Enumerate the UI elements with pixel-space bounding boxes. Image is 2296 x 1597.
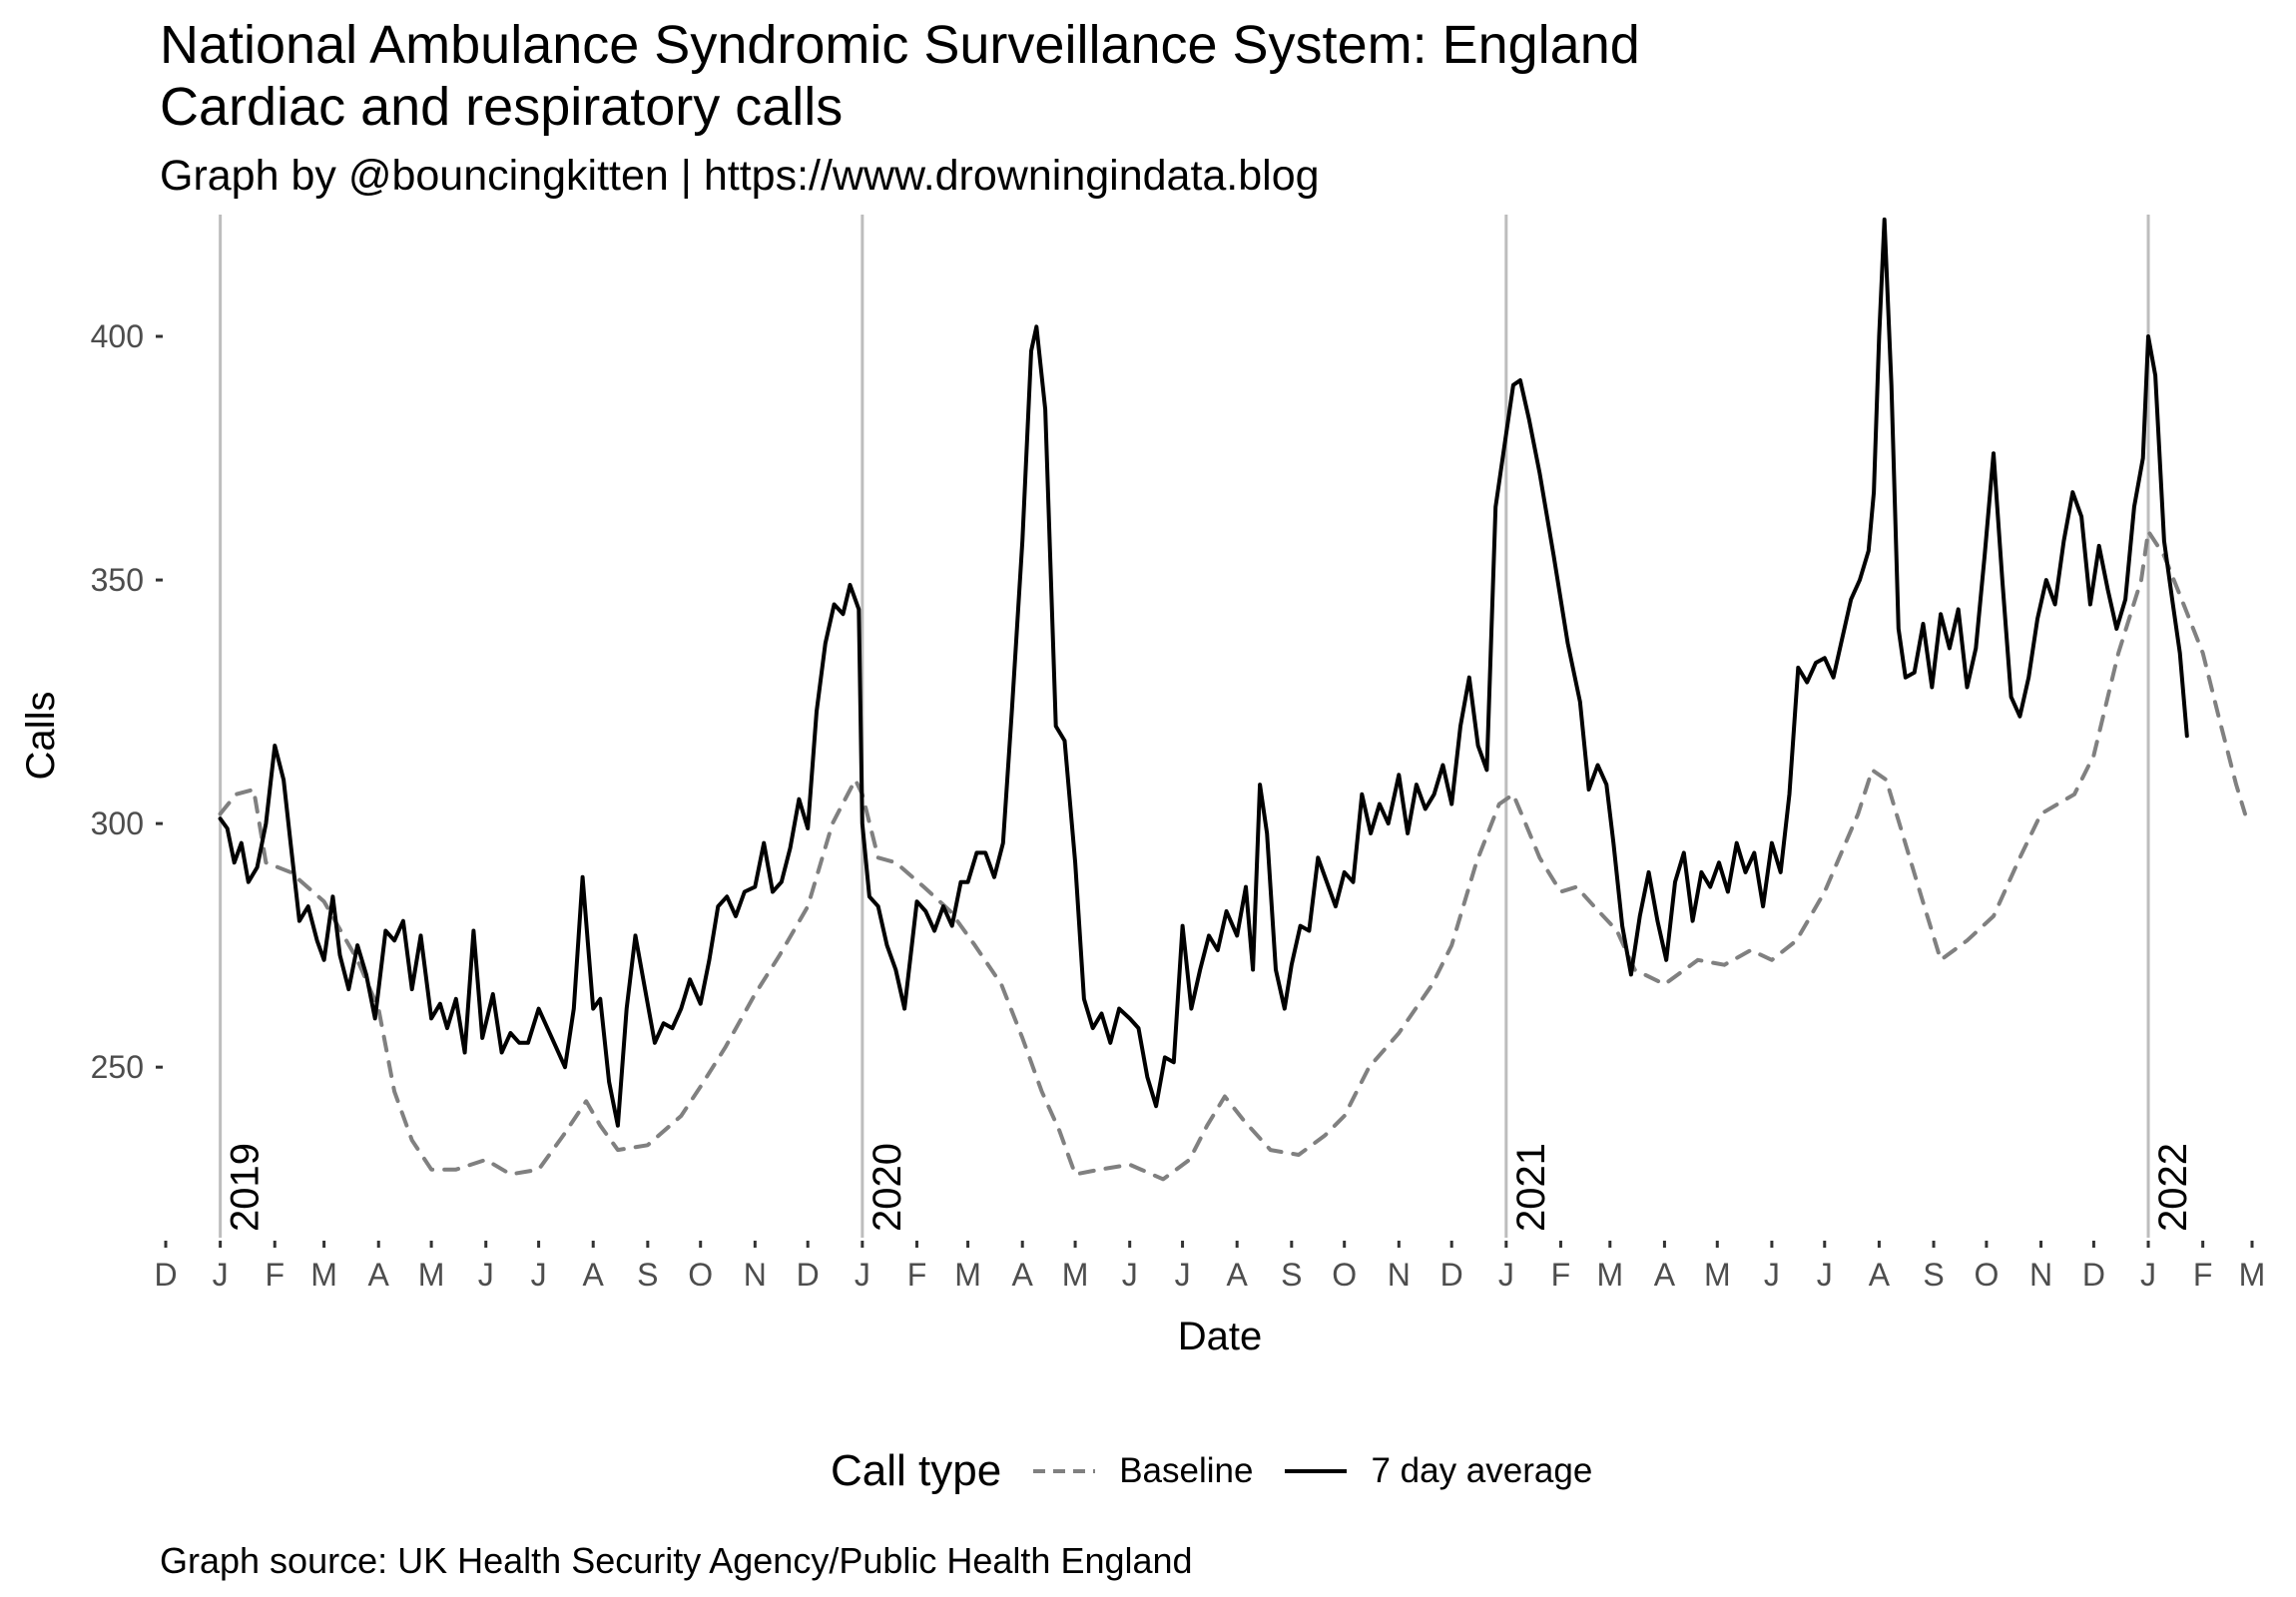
x-tick-label: S (1923, 1257, 1944, 1293)
y-axis-label: Calls (19, 692, 63, 781)
x-tick-label: A (1227, 1257, 1249, 1293)
chart-title-line2: Cardiac and respiratory calls (160, 77, 844, 137)
x-tick-label: M (2239, 1257, 2266, 1293)
legend: Call type Baseline 7 day average (831, 1441, 1622, 1501)
x-tick-label: J (1764, 1257, 1780, 1293)
legend-label-7-day-average: 7 day average (1371, 1451, 1593, 1490)
x-tick-label: J (478, 1257, 494, 1293)
x-tick-label: O (688, 1257, 713, 1293)
x-tick-label: M (418, 1257, 445, 1293)
x-tick-label: O (1974, 1257, 1999, 1293)
legend-item-7-day-average: 7 day average (1283, 1451, 1592, 1491)
x-tick-label: J (1122, 1257, 1138, 1293)
x-tick-label: J (531, 1257, 547, 1293)
x-tick-label: D (1440, 1257, 1463, 1293)
x-tick-label: A (1012, 1257, 1034, 1293)
chart-subtitle: Graph by @bouncingkitten | https://www.d… (160, 152, 1320, 200)
legend-key-dashed-line (1033, 1469, 1096, 1473)
year-label: 2020 (865, 1143, 909, 1232)
chart-caption: Graph source: UK Health Security Agency/… (160, 1540, 1193, 1581)
x-tick-label: N (1388, 1257, 1411, 1293)
series-line-7-day-average (218, 217, 2189, 1128)
x-tick-label: J (855, 1257, 870, 1293)
legend-title: Call type (831, 1446, 1002, 1495)
x-tick-label: O (1332, 1257, 1357, 1293)
year-label: 2021 (1509, 1143, 1553, 1232)
x-tick-label: F (1551, 1257, 1571, 1293)
series-layer (218, 217, 2247, 1182)
y-tick-label: 350 (91, 562, 144, 598)
x-tick-label: A (583, 1257, 605, 1293)
x-tick-label: J (1498, 1257, 1514, 1293)
year-label: 2022 (2151, 1143, 2195, 1232)
x-tick-label: N (744, 1257, 767, 1293)
x-tick-label: D (154, 1257, 177, 1293)
x-tick-label: A (1869, 1257, 1891, 1293)
x-axis-label: Date (1178, 1315, 1263, 1358)
series-line-baseline (218, 529, 2247, 1182)
y-tick-label: 300 (91, 805, 144, 841)
x-tick-label: N (2029, 1257, 2052, 1293)
year-lines: 2019 2020 2021 2022 (219, 215, 2195, 1238)
x-tick-label: S (1281, 1257, 1302, 1293)
x-tick-label: J (213, 1257, 229, 1293)
y-axis: 250 300 350 400 (91, 318, 163, 1085)
x-tick-label: F (907, 1257, 927, 1293)
chart-title: National Ambulance Syndromic Surveillanc… (160, 15, 1640, 75)
x-tick-label: F (2193, 1257, 2213, 1293)
x-tick-label: M (1062, 1257, 1089, 1293)
x-tick-label: M (1596, 1257, 1623, 1293)
x-tick-label: D (2082, 1257, 2105, 1293)
year-label: 2019 (224, 1143, 268, 1232)
x-tick-label: D (797, 1257, 820, 1293)
x-tick-label: M (1704, 1257, 1731, 1293)
x-tick-label: J (1175, 1257, 1191, 1293)
x-tick-label: F (265, 1257, 285, 1293)
y-tick-label: 250 (91, 1049, 144, 1085)
x-tick-label: A (1654, 1257, 1676, 1293)
x-tick-label: S (637, 1257, 658, 1293)
legend-label-baseline: Baseline (1119, 1451, 1254, 1490)
x-tick-label: A (368, 1257, 390, 1293)
legend-item-baseline: Baseline (1031, 1451, 1253, 1491)
y-tick-label: 400 (91, 318, 144, 354)
x-tick-label: J (1817, 1257, 1833, 1293)
x-tick-label: J (2140, 1257, 2156, 1293)
x-tick-label: M (310, 1257, 337, 1293)
legend-key-solid-line (1285, 1469, 1348, 1473)
x-tick-label: M (954, 1257, 981, 1293)
